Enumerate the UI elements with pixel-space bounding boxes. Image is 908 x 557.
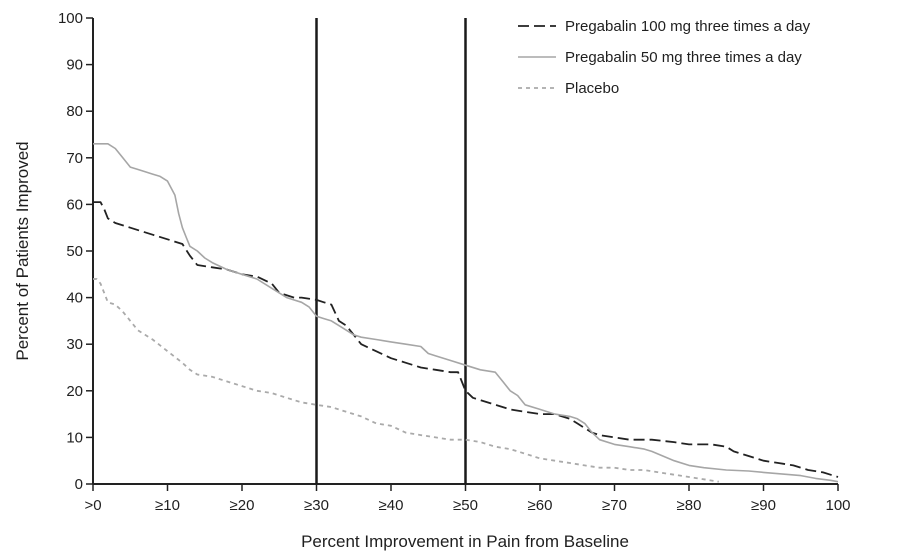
x-tick-label: >0	[84, 497, 101, 514]
x-tick-label: ≥40	[379, 497, 404, 514]
y-tick-label: 0	[75, 476, 83, 493]
y-tick-label: 50	[66, 243, 83, 260]
y-tick-label: 20	[66, 383, 83, 400]
x-tick-label: ≥20	[230, 497, 255, 514]
series-line-1	[93, 201, 839, 478]
legend-label: Placebo	[565, 80, 619, 97]
x-axis-title: Percent Improvement in Pain from Baselin…	[301, 532, 629, 551]
legend: Pregabalin 100 mg three times a day Prega…	[518, 18, 811, 97]
x-tick-label: ≥10	[155, 497, 180, 514]
y-tick-label: 90	[66, 57, 83, 74]
series-line-2	[93, 143, 839, 483]
legend-label: Pregabalin 50 mg three times a day	[565, 49, 802, 66]
series-lines	[93, 143, 839, 483]
y-tick-label: 40	[66, 290, 83, 307]
x-tick-label: ≥50	[453, 497, 478, 514]
series-line-3	[93, 278, 719, 483]
x-tick-label: ≥60	[528, 497, 553, 514]
y-tick-label: 80	[66, 103, 83, 120]
y-tick-label: 100	[58, 10, 83, 27]
x-tick-label: ≥70	[602, 497, 627, 514]
x-tick-label: ≥30	[304, 497, 329, 514]
y-tick-label: 60	[66, 196, 83, 213]
x-tick-label: ≥80	[677, 497, 702, 514]
tick-labels: 0 10 20 30 40 50 60 70 80 90 100 >0 ≥10 ≥20 ≥30 ≥40 ≥50 ≥…	[58, 10, 851, 514]
x-tick-label: 100	[825, 497, 850, 514]
y-axis-title: Percent of Patients Improved	[13, 141, 32, 360]
y-tick-label: 30	[66, 336, 83, 353]
y-tick-label: 70	[66, 150, 83, 167]
legend-label: Pregabalin 100 mg three times a day	[565, 18, 811, 35]
x-tick-label: ≥90	[751, 497, 776, 514]
axes	[86, 17, 839, 491]
y-tick-label: 10	[66, 429, 83, 446]
reference-lines	[315, 18, 467, 484]
